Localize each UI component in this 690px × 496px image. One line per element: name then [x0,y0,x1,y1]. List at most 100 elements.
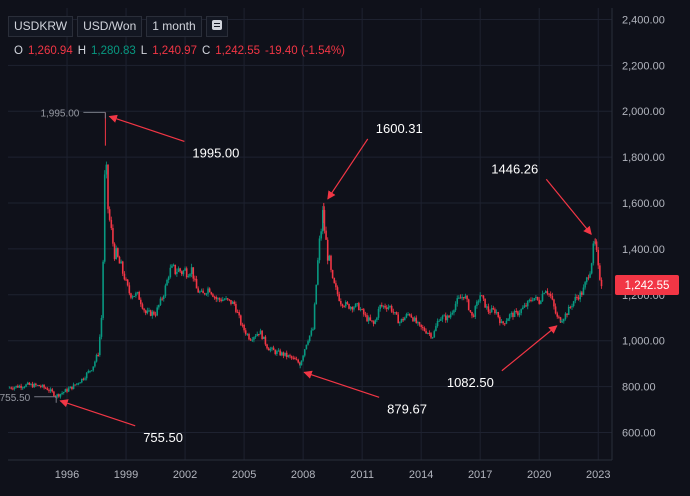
candle [94,361,96,367]
candle [461,297,463,299]
y-axis[interactable]: 600.00800.001,000.001,200.001,400.001,60… [611,8,665,460]
candle [74,384,77,386]
candle [349,306,352,309]
candle [571,306,573,308]
menu-icon[interactable] [205,16,228,37]
candle [553,299,555,307]
candle [164,285,167,297]
candle [305,344,308,350]
candle [392,311,395,313]
annotation-label: 755.50 [143,430,183,445]
candle [80,378,83,383]
candle [197,288,199,293]
candle [223,299,226,301]
candle [500,321,503,324]
candle [444,315,447,321]
annotation: 755.50 [59,399,183,445]
candle [513,310,516,318]
candle [128,285,131,294]
candle [454,303,457,311]
candle [182,270,185,275]
candle [408,314,411,316]
candle [592,243,595,264]
candle [318,238,321,261]
x-axis[interactable]: 1996 1999 2002 2005 2008 2011 2014 2017 2020 2023 [8,459,612,481]
candle [523,305,526,308]
candle [451,312,454,315]
candle [26,382,29,385]
candle [530,299,532,301]
pair-chip[interactable]: USD/Won [77,16,143,37]
candle [272,347,275,351]
candle [446,315,449,321]
candle [258,333,260,335]
candle [548,293,550,295]
symbol-chip[interactable]: USDKRW [8,16,74,37]
annotation-arrow [327,138,369,200]
high-label: H [77,45,87,57]
candle [466,295,468,300]
candle [323,210,326,231]
candle [44,387,47,389]
candle [520,309,522,313]
candle [421,327,424,329]
candle [48,390,50,392]
annotation: 879.67 [303,370,427,416]
candle [166,279,168,286]
candle [325,230,327,240]
candle [412,317,414,322]
candle [464,295,467,299]
candle [479,295,481,302]
candle [333,278,336,284]
candle [15,385,17,388]
candle [474,306,477,317]
candle [295,359,298,361]
candle [169,267,172,278]
y-tick-label: 2,400.00 [622,14,665,26]
candle [331,269,334,279]
candle [187,276,190,278]
candle [417,322,419,324]
candle [276,351,278,354]
candle [371,320,373,322]
candle [394,312,396,314]
candle [244,330,247,335]
candle [136,292,139,294]
candle [289,355,291,357]
candle [21,387,24,389]
candle [64,389,67,393]
candle [18,385,21,388]
candle [25,384,27,387]
candle [351,306,354,310]
candle [176,271,178,274]
candle [528,299,531,301]
candle [376,317,378,321]
interval-chip[interactable]: 1 month [146,16,202,37]
candle [433,331,436,338]
candle [367,317,370,322]
candle [582,287,585,295]
candle [312,329,314,331]
candle [381,305,383,307]
y-tick-label: 2,000.00 [622,106,665,118]
candle [192,267,195,279]
candle [59,393,62,397]
candle [195,279,198,289]
candle [354,303,357,308]
annotation: 1600.31 [327,121,423,200]
x-tick-label: 2020 [527,469,551,481]
candle [585,277,588,283]
candle [556,313,559,317]
candle [262,336,265,340]
candle [84,378,86,380]
candle [207,288,209,294]
candle [525,305,527,307]
candle [348,303,350,309]
candle [180,271,183,275]
candle [99,336,101,356]
candle [105,164,108,175]
candle [212,294,214,297]
candle [133,295,136,297]
candle [39,386,42,388]
